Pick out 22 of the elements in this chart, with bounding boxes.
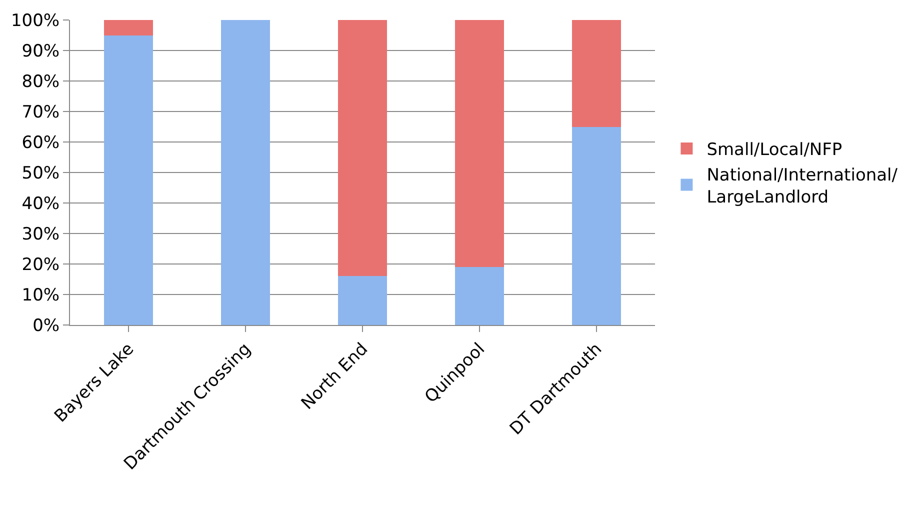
y-tick-label: 60% <box>22 132 60 153</box>
legend-label: National/International/LargeLandlord <box>706 165 898 208</box>
y-tick-label: 100% <box>10 10 60 31</box>
bar <box>338 276 388 325</box>
y-tick-label: 0% <box>32 316 60 336</box>
bar <box>338 20 388 276</box>
y-tick-label: 20% <box>22 254 60 275</box>
y-tick-label: 30% <box>22 224 60 244</box>
bar <box>572 20 622 127</box>
bar <box>104 35 154 325</box>
bar <box>454 267 504 325</box>
legend-label: Small/Local/NFP <box>706 140 842 160</box>
y-tick-label: 40% <box>22 194 60 214</box>
bar <box>104 20 154 36</box>
bar <box>572 126 622 325</box>
y-tick-label: 10% <box>22 285 60 306</box>
bar <box>454 20 504 268</box>
y-tick-label: 80% <box>22 72 60 92</box>
y-tick-label: 90% <box>22 41 60 62</box>
bar <box>220 20 270 325</box>
y-tick-label: 70% <box>22 102 60 122</box>
y-tick-label: 50% <box>22 163 60 184</box>
